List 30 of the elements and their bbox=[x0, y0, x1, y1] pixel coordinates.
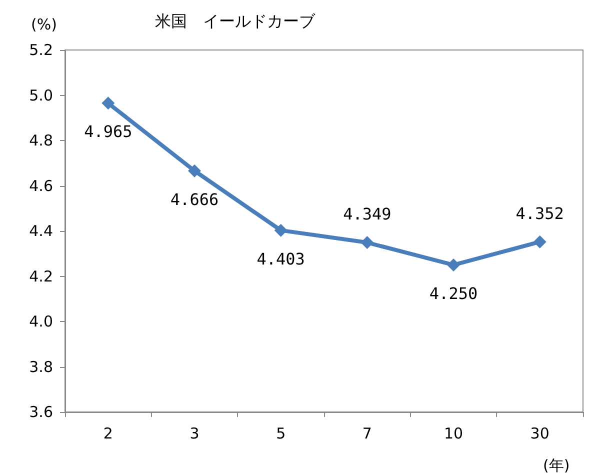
data-label: 4.352 bbox=[516, 204, 564, 223]
y-tick-label: 4.8 bbox=[29, 132, 53, 150]
x-tick-label: 7 bbox=[362, 424, 372, 442]
x-tick-label: 30 bbox=[530, 424, 550, 442]
point bbox=[188, 164, 201, 178]
point bbox=[274, 224, 288, 237]
x-tick-label: 2 bbox=[103, 424, 113, 442]
x-tick-label: 5 bbox=[276, 424, 286, 442]
y-tick-label: 4.6 bbox=[29, 176, 53, 195]
y-tick-label: 5.2 bbox=[29, 41, 53, 59]
data-label: 4.403 bbox=[256, 249, 305, 268]
x-tick-label: 3 bbox=[190, 424, 200, 442]
data-label: 4.349 bbox=[343, 204, 392, 224]
x-tick-label: 10 bbox=[444, 424, 464, 442]
y-tick-label: 4.4 bbox=[29, 222, 53, 240]
y-axis-title: (%) bbox=[31, 16, 57, 34]
data-label: 4.250 bbox=[429, 284, 478, 303]
y-tick-label: 4.2 bbox=[29, 267, 53, 286]
point bbox=[533, 235, 546, 248]
point bbox=[360, 236, 374, 250]
data-label: 4.965 bbox=[84, 122, 132, 142]
chart-title: 米国 イールドカーブ bbox=[155, 12, 316, 30]
data-label: 4.666 bbox=[170, 190, 219, 209]
y-tick-label: 5.0 bbox=[29, 86, 53, 104]
x-axis-title: (年) bbox=[543, 456, 570, 473]
y-tick-label: 4.0 bbox=[29, 312, 53, 330]
y-tick-label: 3.6 bbox=[29, 403, 53, 421]
y-tick-label: 3.8 bbox=[29, 358, 53, 376]
point bbox=[102, 96, 115, 110]
point bbox=[447, 258, 460, 272]
